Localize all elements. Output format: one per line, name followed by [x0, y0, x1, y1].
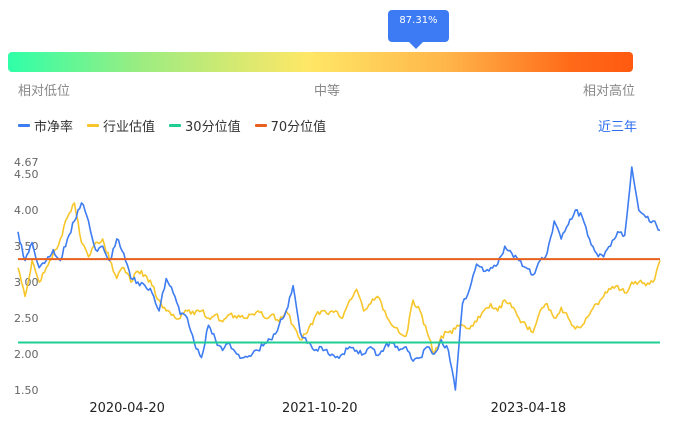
scale-low-label: 相对低位	[18, 84, 71, 99]
valuation-gradient-bar	[8, 52, 633, 72]
legend-swatch	[87, 124, 100, 127]
legend-swatch	[18, 124, 30, 127]
scale-mid-label: 中等	[314, 84, 341, 99]
y-tick-label: 4.50	[14, 168, 39, 181]
legend-item-industry[interactable]: 行业估值	[87, 116, 155, 135]
y-tick-label: 2.50	[14, 312, 39, 325]
y-tick-label: 4.00	[14, 204, 39, 217]
y-tick-label: 2.00	[14, 348, 39, 361]
percentile-badge: 87.31%	[388, 10, 449, 42]
percentile-pointer	[409, 42, 423, 49]
y-tick-label: 4.67	[14, 156, 39, 169]
y-tick-label: 3.00	[14, 276, 39, 289]
legend-item-p70[interactable]: 70分位值	[254, 116, 327, 135]
legend-label: 市净率	[34, 120, 74, 135]
pb-ratio-line	[17, 166, 661, 391]
y-tick-label: 1.50	[14, 384, 39, 397]
chart-legend: 市净率 行业估值 30分位值 70分位值	[18, 116, 326, 135]
x-tick-label: 2023-04-18	[491, 401, 567, 416]
legend-item-p30[interactable]: 30分位值	[169, 116, 241, 135]
x-tick-label: 2021-10-20	[282, 401, 358, 416]
scale-high-label: 相对高位	[583, 84, 636, 99]
legend-item-pb[interactable]: 市净率	[18, 116, 73, 135]
legend-label: 行业估值	[103, 120, 156, 135]
legend-swatch	[169, 124, 182, 127]
legend-label: 30分位值	[185, 120, 241, 135]
industry-valuation-line	[17, 202, 661, 355]
legend-label: 70分位值	[270, 120, 327, 135]
x-tick-label: 2020-04-20	[89, 401, 165, 416]
legend-swatch	[254, 124, 267, 127]
percentile-value: 87.31%	[399, 15, 438, 26]
range-selector-3y[interactable]: 近三年	[598, 120, 638, 135]
